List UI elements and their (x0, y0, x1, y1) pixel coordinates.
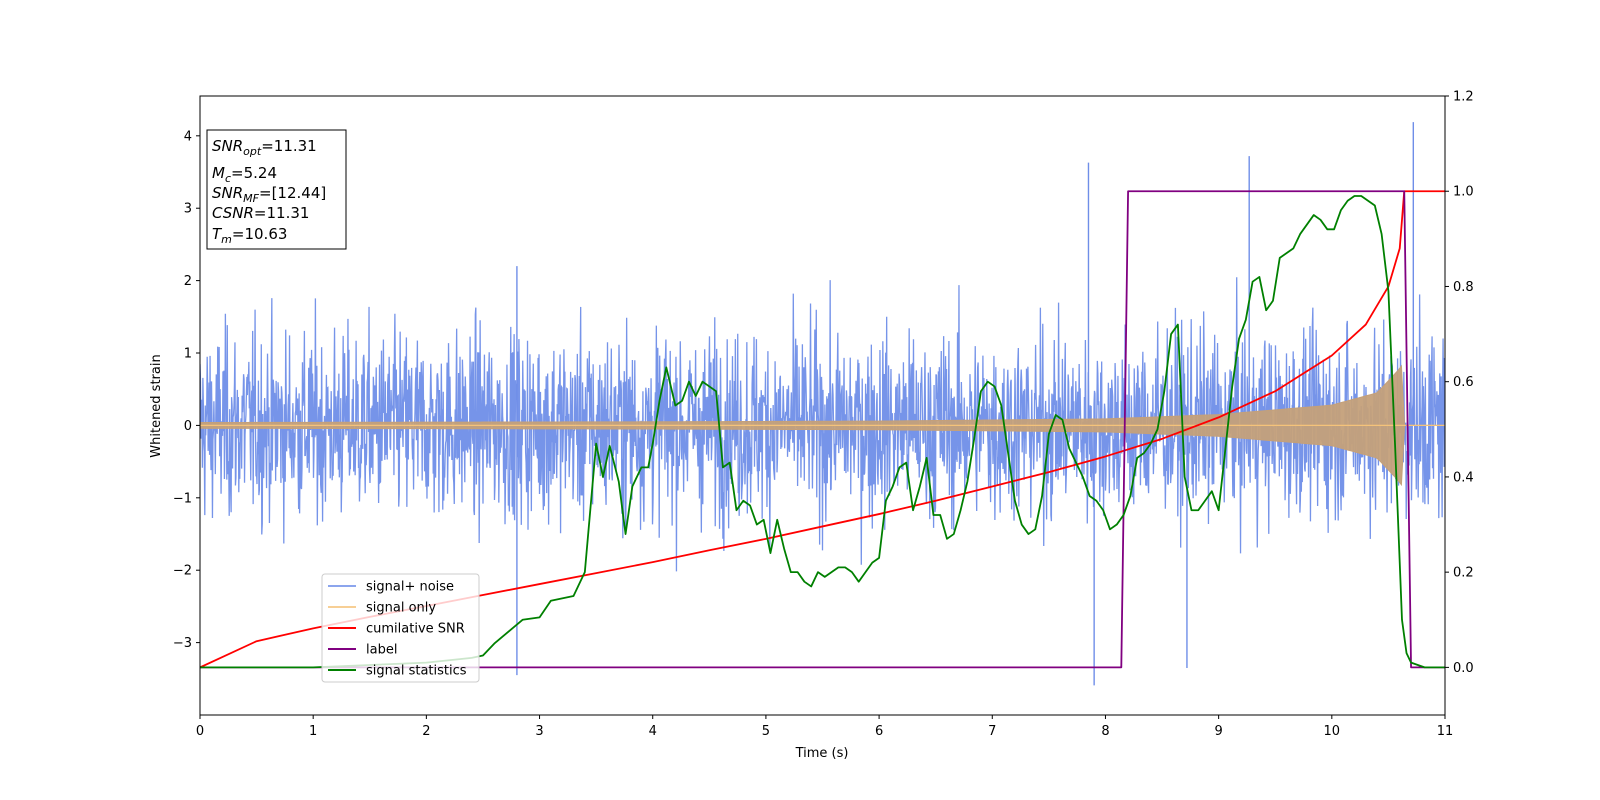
right-y-tick-label: 0.6 (1453, 375, 1474, 390)
right-y-tick-label: 0.0 (1453, 661, 1474, 676)
x-tick-label: 0 (196, 724, 204, 739)
x-tick-label: 1 (309, 724, 317, 739)
legend-item-signal-statistics: signal statistics (366, 664, 467, 679)
annotation-frame (206, 129, 347, 250)
right-y-tick-label: 0.8 (1453, 280, 1474, 295)
y-axis-label: Whitened strain (149, 354, 164, 457)
left-y-axis-ticks: −3 −2 −1 0 1 2 3 4 (173, 129, 200, 651)
legend-item-label: label (366, 643, 397, 658)
legend: signal+ noise signal only cumilative SNR la… (321, 573, 480, 683)
x-tick-label: 4 (649, 724, 657, 739)
annotation-csnr: CSNR=11.31 (212, 204, 309, 222)
legend-item-cumulative-snr: cumilative SNR (366, 622, 465, 637)
annotation-mc: Mc=5.24 (212, 164, 277, 185)
x-tick-label: 2 (422, 724, 430, 739)
right-y-tick-label: 1.0 (1453, 185, 1474, 200)
x-tick-label: 6 (875, 724, 883, 739)
x-tick-label: 3 (535, 724, 543, 739)
legend-item-signal-noise: signal+ noise (366, 580, 454, 595)
left-y-tick-label: −3 (173, 636, 192, 651)
left-y-tick-label: 1 (184, 347, 192, 362)
right-y-axis-ticks: 0.0 0.2 0.4 0.6 0.8 1.0 1.2 (1445, 90, 1474, 676)
metrics-annotation-box: SNRopt=11.31 Mc=5.24 SNRMF=[12.44] CSNR=… (206, 129, 347, 250)
axes-frame (199, 95, 1446, 716)
x-axis-ticks: 0 1 2 3 4 5 6 7 8 9 10 11 (196, 715, 1453, 739)
right-y-tick-label: 1.2 (1453, 90, 1474, 105)
signal-statistics-line (200, 195, 1445, 669)
annotation-tm: Tm=10.63 (212, 225, 287, 246)
left-y-tick-label: 2 (184, 274, 192, 289)
x-tick-label: 5 (762, 724, 770, 739)
x-tick-label: 9 (1214, 724, 1222, 739)
right-y-tick-label: 0.4 (1453, 470, 1474, 485)
legend-frame (321, 573, 480, 683)
left-y-tick-label: 4 (184, 129, 192, 144)
legend-item-signal-only: signal only (366, 601, 436, 616)
left-y-tick-label: 0 (184, 419, 192, 434)
x-tick-label: 10 (1324, 724, 1341, 739)
right-y-tick-label: 0.2 (1453, 566, 1474, 581)
signal-only-series (200, 364, 1445, 487)
left-y-tick-label: −1 (173, 491, 192, 506)
annotation-snr-mf: SNRMF=[12.44] (212, 184, 326, 205)
x-tick-label: 7 (988, 724, 996, 739)
left-y-tick-label: −2 (173, 564, 192, 579)
annotation-snr-opt: SNRopt=11.31 (212, 137, 317, 158)
x-tick-label: 11 (1437, 724, 1454, 739)
x-axis-label: Time (s) (795, 746, 849, 761)
label-line (200, 190, 1445, 669)
left-y-tick-label: 3 (184, 202, 192, 217)
x-tick-label: 8 (1101, 724, 1109, 739)
